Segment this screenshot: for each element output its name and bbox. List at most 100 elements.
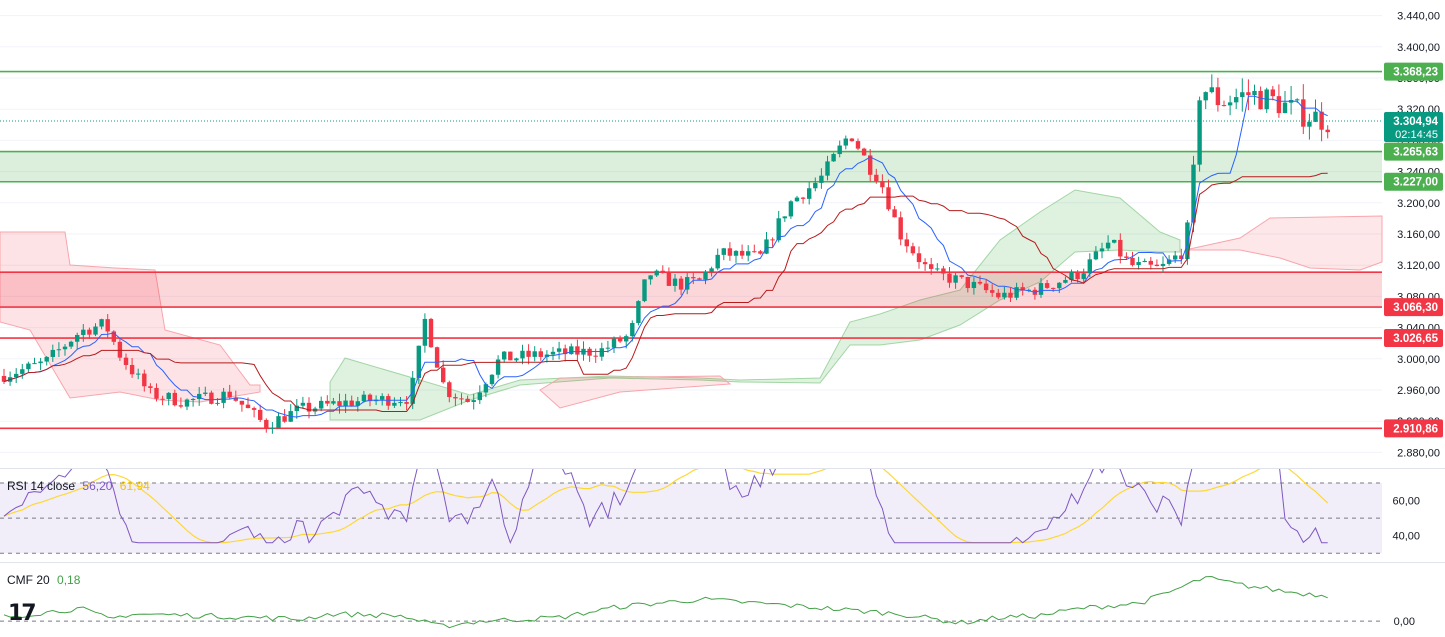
candle-body: [550, 351, 556, 355]
candle-body: [1221, 105, 1227, 107]
candle-body: [605, 347, 611, 349]
candle-body: [752, 251, 757, 253]
candle-body: [642, 279, 647, 302]
candle-body: [587, 348, 592, 356]
candle-body: [977, 281, 983, 284]
candle-body: [922, 262, 928, 265]
candle-body: [1142, 260, 1147, 263]
candle-body: [1057, 282, 1062, 289]
candle-body: [739, 250, 745, 256]
candle-body: [788, 201, 794, 217]
axis-tick-label: 3.160,00: [1397, 229, 1440, 241]
candle-body: [770, 239, 775, 241]
rsi-tick-label: 60,00: [1392, 496, 1420, 508]
candle-body: [617, 338, 623, 342]
candle-body: [526, 350, 531, 357]
level-label-background: [1384, 142, 1443, 161]
candle-body: [1313, 111, 1318, 122]
candle-body: [1118, 239, 1123, 257]
candle-body: [502, 351, 507, 360]
candle-body: [1038, 283, 1044, 295]
tradingview-logo-icon: 17: [8, 601, 37, 626]
level-price-label: 3.026,65: [1393, 333, 1438, 345]
candle-body: [276, 416, 281, 428]
candle-body: [239, 400, 245, 405]
current-price-label-background: [1384, 111, 1443, 142]
rsi-line: [3, 469, 1328, 545]
candle-body: [868, 155, 873, 175]
axis-tick-label: 2.960,00: [1397, 385, 1440, 397]
candle-body: [221, 391, 226, 403]
candle-body: [483, 384, 489, 393]
level-price-label: 3.265,63: [1393, 147, 1438, 159]
candle-body: [56, 349, 62, 351]
candle-body: [691, 277, 696, 279]
cmf-title: CMF 20: [7, 573, 50, 587]
candle-body: [325, 400, 330, 404]
candle-body: [837, 145, 842, 155]
candle-body: [965, 276, 970, 289]
candle-body: [105, 319, 110, 332]
candle-body: [392, 402, 397, 406]
candle-body: [62, 346, 68, 350]
candle-body: [75, 334, 80, 342]
candle-body: [861, 148, 867, 156]
candle-body: [1136, 262, 1141, 266]
candle-body: [50, 349, 55, 357]
axis-tick-label: 2.880,00: [1397, 447, 1440, 459]
candle-body: [685, 277, 690, 290]
candle-body: [367, 394, 373, 402]
candle-body: [343, 400, 348, 406]
candle-body: [172, 392, 177, 406]
axis-tick-label: 3.200,00: [1397, 198, 1440, 210]
candle-body: [831, 154, 836, 162]
candle-body: [154, 387, 159, 399]
cmf-value: 0,18: [57, 573, 81, 587]
rsi-title: RSI 14 close: [7, 479, 76, 493]
candle-body: [636, 301, 641, 324]
candle-body: [880, 181, 885, 188]
candle-body: [471, 400, 476, 402]
candle-body: [630, 323, 635, 337]
candle-body: [935, 268, 940, 270]
candle-body: [251, 408, 257, 410]
candle-body: [800, 197, 806, 199]
rsi-legend: RSI 14 close 56,20 61,94: [7, 479, 154, 493]
candle-body: [1130, 257, 1135, 266]
level-price-label: 3.066,30: [1393, 302, 1438, 314]
candle-body: [349, 400, 354, 406]
candle-body: [1270, 89, 1275, 97]
countdown-label: 02:14:45: [1395, 129, 1438, 141]
candle-body: [929, 264, 934, 269]
candle-body: [947, 273, 952, 283]
candle-body: [306, 402, 312, 412]
candle-body: [331, 401, 336, 404]
candle-body: [715, 254, 720, 269]
candle-body: [111, 331, 116, 342]
rsi-lines: [3, 469, 1329, 545]
candle-body: [32, 363, 37, 365]
candle-body: [1069, 271, 1074, 281]
level-label-background: [1384, 419, 1443, 438]
candle-body: [428, 318, 434, 348]
candle-body: [1020, 287, 1025, 291]
candle-body: [489, 374, 495, 385]
candle-body: [1185, 222, 1190, 260]
level-label-background: [1384, 62, 1443, 81]
candle-body: [1252, 90, 1257, 96]
candle-body: [807, 188, 812, 199]
candle-body: [1282, 102, 1288, 114]
candle-body: [1173, 255, 1178, 260]
candle-body: [386, 396, 391, 406]
candle-body: [447, 382, 452, 398]
candle-body: [721, 248, 726, 255]
candle-body: [99, 319, 104, 327]
candle-body: [398, 402, 403, 404]
candle-body: [184, 399, 190, 407]
level-label-background: [1384, 298, 1443, 317]
candle-body: [776, 218, 781, 241]
candle-body: [819, 175, 824, 183]
candle-body: [678, 278, 684, 290]
